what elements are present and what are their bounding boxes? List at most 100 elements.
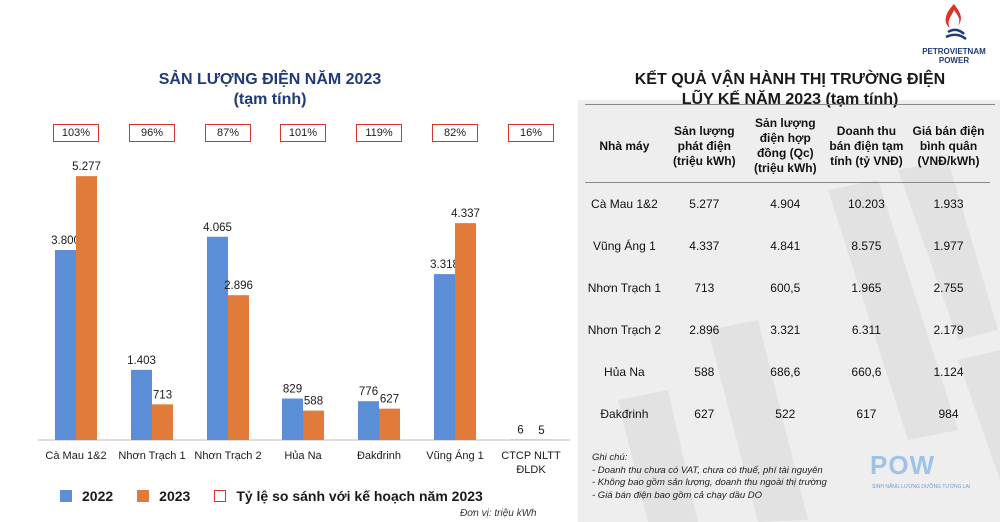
data-label: 5 <box>538 425 544 437</box>
cell-plant: Đakđrinh <box>600 407 649 421</box>
cell-plant: Vũng Áng 1 <box>593 239 656 253</box>
legend-label-ratio: Tỷ lệ so sánh với kế hoạch năm 2023 <box>236 488 483 504</box>
title-divider <box>585 104 995 105</box>
bar-2023 <box>455 223 476 440</box>
cell-contract: 4.904 <box>770 197 801 211</box>
cell-contract: 686,6 <box>770 365 801 379</box>
header-generation: Sản lượng phát điện (triệu kWh) <box>663 110 745 183</box>
data-label: 3.800 <box>51 235 80 247</box>
cell-revenue: 8.575 <box>851 239 882 253</box>
category-label: Đakđrinh <box>357 450 401 462</box>
ratio-box: 16% <box>508 124 554 142</box>
legend-label-2022: 2022 <box>82 488 114 504</box>
cell-plant: Hủa Na <box>604 365 645 379</box>
data-label: 5.277 <box>72 161 101 173</box>
cell-avg-price: 984 <box>938 407 959 421</box>
data-label: 627 <box>380 394 399 406</box>
table-title-line1: KẾT QUẢ VẬN HÀNH THỊ TRƯỜNG ĐIỆN <box>634 71 946 88</box>
cell-avg-price: 2.755 <box>933 281 964 295</box>
category-label: Nhơn Trạch 2 <box>194 450 261 462</box>
ratio-box: 82% <box>432 124 478 142</box>
legend-swatch-2022 <box>60 490 72 502</box>
table-title: KẾT QUẢ VẬN HÀNH THỊ TRƯỜNG ĐIỆN LŨY KẾ … <box>590 70 990 110</box>
chart-legend: 2022 2023 Tỷ lệ so sánh với kế hoạch năm… <box>60 486 483 506</box>
ratio-box: 101% <box>280 124 326 142</box>
petrovietnam-power-logo: PETROVIETNAM POWER <box>918 2 990 65</box>
data-label: 776 <box>359 386 378 398</box>
chart-title-line2: (tạm tính) <box>233 91 307 108</box>
header-avg-price: Giá bán điện bình quân (VNĐ/kWh) <box>907 110 990 183</box>
bar-2022 <box>131 369 152 440</box>
bar-2023 <box>152 404 173 440</box>
ratio-box: 119% <box>356 124 402 142</box>
operation-table: Nhà máy Sản lượng phát điện (triệu kWh) … <box>585 110 990 435</box>
table-header-row: Nhà máy Sản lượng phát điện (triệu kWh) … <box>585 110 990 183</box>
cell-contract: 3.321 <box>770 323 801 337</box>
ratio-box: 96% <box>129 124 175 142</box>
category-label: CTCP NLTT <box>501 450 561 462</box>
cell-avg-price: 2.179 <box>933 323 964 337</box>
data-label: 588 <box>304 396 323 408</box>
header-revenue: Doanh thu bán điện tạm tính (tỷ VNĐ) <box>825 110 908 183</box>
category-label: Vũng Áng 1 <box>426 449 484 462</box>
category-label: ĐLDK <box>516 464 546 476</box>
cell-generation: 4.337 <box>689 239 720 253</box>
cell-revenue: 10.203 <box>848 197 885 211</box>
data-label: 4.337 <box>451 208 480 220</box>
data-label: 3.318 <box>430 259 459 271</box>
bar-2023 <box>303 410 324 440</box>
category-label: Nhơn Trạch 1 <box>118 450 185 462</box>
cell-avg-price: 1.124 <box>933 365 964 379</box>
header-plant: Nhà máy <box>585 110 664 183</box>
cell-contract: 4.841 <box>770 239 801 253</box>
cell-generation: 588 <box>694 365 715 379</box>
note-item: - Giá bán điện bao gồm cả chạy dầu DO <box>592 489 763 501</box>
flame-icon <box>945 4 967 41</box>
cell-avg-price: 1.933 <box>933 197 964 211</box>
pow-tagline: SINH NĂNG LƯỢNG DƯỠNG TƯƠNG LAI <box>872 484 971 490</box>
table-row: Vũng Áng 1 4.337 4.841 8.575 1.977 <box>585 225 990 267</box>
cell-revenue: 6.311 <box>851 323 881 337</box>
cell-revenue: 617 <box>856 407 877 421</box>
data-label: 713 <box>153 389 172 401</box>
table-row: Nhơn Trạch 1 713 600,5 1.965 2.755 <box>585 267 990 309</box>
bar-chart: 3.800 5.277 Cà Mau 1&2 1.403 713 Nhơn Trạch 1… <box>38 161 570 476</box>
table-notes: Ghi chú: - Doanh thu chưa có VAT, chưa c… <box>592 452 827 502</box>
brand-line1: PETROVIETNAM <box>922 47 986 56</box>
bar-2022 <box>207 236 228 440</box>
category-label: Hủa Na <box>284 450 322 462</box>
data-label: 829 <box>283 384 302 396</box>
table-row: Cà Mau 1&2 5.277 4.904 10.203 1.933 <box>585 183 990 226</box>
pow-logo-text: POW <box>870 450 936 480</box>
header-contract: Sản lượng điện hợp đồng (Qc) (triệu kWh) <box>744 110 826 183</box>
bar-2023 <box>379 408 400 440</box>
cell-contract: 600,5 <box>770 281 801 295</box>
notes-title: Ghi chú: <box>592 452 628 463</box>
category-label: Cà Mau 1&2 <box>45 450 106 462</box>
ratio-box: 87% <box>205 124 251 142</box>
watermark-stripes <box>618 160 1000 522</box>
bar-2023 <box>228 295 249 440</box>
data-label: 4.065 <box>203 222 232 234</box>
table-title-line2: LŨY KẾ NĂM 2023 (tạm tính) <box>681 91 899 108</box>
cell-generation: 5.277 <box>689 197 720 211</box>
legend-swatch-ratio <box>214 490 227 502</box>
note-item: - Doanh thu chưa có VAT, chưa có thuế, p… <box>592 464 823 476</box>
cell-avg-price: 1.977 <box>933 239 964 253</box>
legend-label-2023: 2023 <box>159 488 191 504</box>
bar-2022 <box>282 398 303 440</box>
ratio-box: 103% <box>53 124 99 142</box>
data-label: 6 <box>517 425 523 437</box>
cell-plant: Cà Mau 1&2 <box>591 197 658 211</box>
brand-line2: POWER <box>938 56 970 65</box>
cell-revenue: 660,6 <box>851 365 882 379</box>
unit-note: Đơn vị: triệu kWh <box>460 508 537 519</box>
table-row: Nhơn Trạch 2 2.896 3.321 6.311 2.179 <box>585 309 990 351</box>
bar-2023 <box>76 176 97 440</box>
data-label: 1.403 <box>127 355 156 367</box>
bar-2022 <box>434 274 455 440</box>
cell-plant: Nhơn Trạch 1 <box>587 281 662 295</box>
cell-generation: 713 <box>694 281 715 295</box>
cell-generation: 2.896 <box>689 323 720 337</box>
